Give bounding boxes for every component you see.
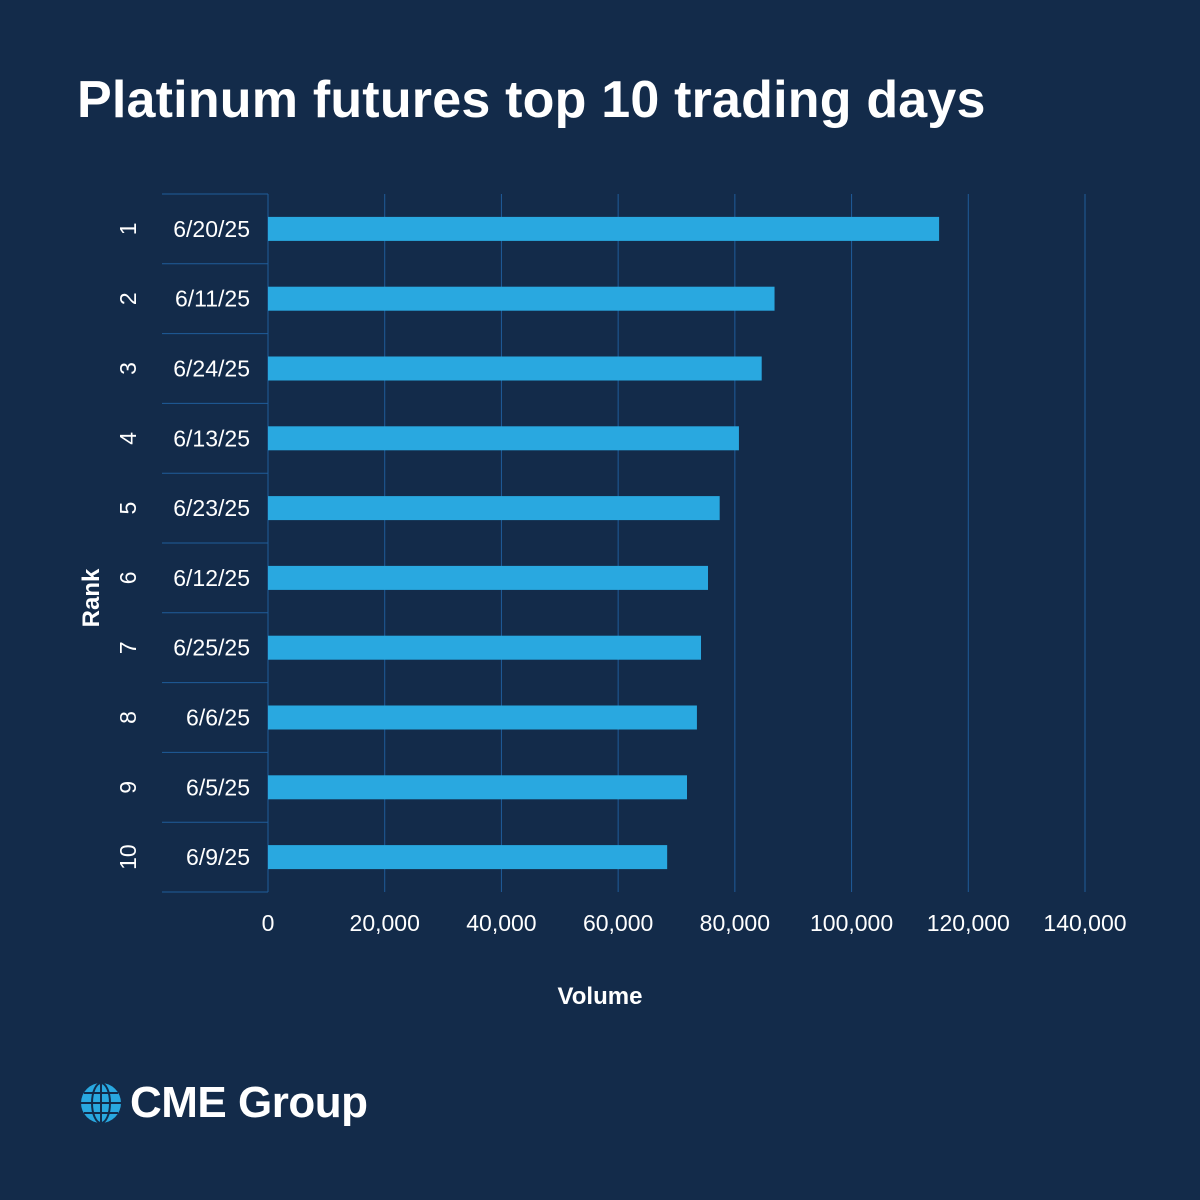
date-label: 6/9/25 xyxy=(186,844,250,870)
rank-label: 7 xyxy=(115,641,141,654)
date-label: 6/13/25 xyxy=(173,425,250,451)
globe-icon xyxy=(81,1082,121,1124)
bar xyxy=(268,426,739,451)
bar xyxy=(268,635,702,660)
x-tick-label: 140,000 xyxy=(1043,910,1126,936)
x-tick-label: 40,000 xyxy=(466,910,536,936)
bar xyxy=(268,565,709,590)
date-label: 6/12/25 xyxy=(173,565,250,591)
x-tick-label: 80,000 xyxy=(700,910,770,936)
date-label: 6/5/25 xyxy=(186,774,250,800)
bar-series xyxy=(268,216,940,870)
category-separators xyxy=(162,193,268,893)
bar xyxy=(268,496,720,521)
y-axis-labels: 6/20/25 1 6/11/25 2 6/24/25 3 6/13/25 4 6/23/25 5… xyxy=(115,216,250,870)
date-label: 6/24/25 xyxy=(173,356,250,382)
brand-logo: CME Group xyxy=(80,1078,368,1128)
bar xyxy=(268,216,940,241)
x-tick-label: 100,000 xyxy=(810,910,893,936)
date-label: 6/20/25 xyxy=(173,216,250,242)
x-axis-labels: 0 20,000 40,000 60,000 80,000 100,000 120,000 1… xyxy=(262,910,1127,936)
rank-label: 5 xyxy=(115,502,141,515)
x-tick-label: 120,000 xyxy=(927,910,1010,936)
date-label: 6/25/25 xyxy=(173,635,250,661)
bar xyxy=(268,845,668,870)
x-tick-label: 60,000 xyxy=(583,910,653,936)
rank-label: 6 xyxy=(115,572,141,585)
rank-label: 8 xyxy=(115,711,141,724)
y-axis-title: Rank xyxy=(78,568,105,627)
x-tick-label: 0 xyxy=(262,910,275,936)
chart-title: Platinum futures top 10 trading days xyxy=(77,71,986,129)
brand-name: CME Group xyxy=(130,1078,368,1127)
rank-label: 9 xyxy=(115,781,141,794)
x-axis-title: Volume xyxy=(558,983,643,1010)
date-label: 6/11/25 xyxy=(175,286,250,312)
rank-label: 4 xyxy=(115,432,141,445)
bar xyxy=(268,286,775,311)
date-label: 6/6/25 xyxy=(186,705,250,731)
bar xyxy=(268,775,688,800)
date-label: 6/23/25 xyxy=(173,495,250,521)
rank-label: 10 xyxy=(115,844,141,870)
rank-label: 3 xyxy=(115,362,141,375)
rank-label: 2 xyxy=(115,292,141,305)
x-tick-label: 20,000 xyxy=(350,910,420,936)
rank-label: 1 xyxy=(115,223,141,236)
bar xyxy=(268,356,762,381)
bar xyxy=(268,705,697,730)
